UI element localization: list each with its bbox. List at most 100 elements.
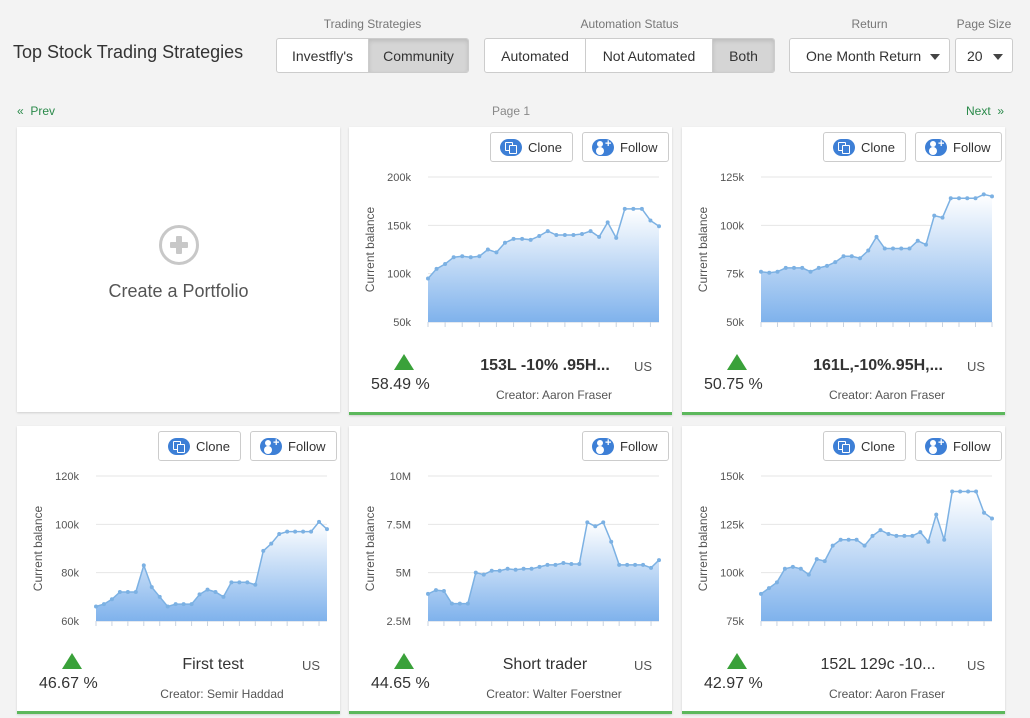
data-point[interactable] (934, 512, 939, 517)
data-point[interactable] (580, 232, 584, 237)
data-point[interactable] (457, 601, 462, 606)
data-point[interactable] (285, 529, 290, 534)
data-point[interactable] (189, 602, 194, 607)
clone-button[interactable]: Clone (158, 431, 241, 461)
data-point[interactable] (783, 265, 788, 270)
data-point[interactable] (981, 192, 986, 197)
data-point[interactable] (814, 557, 819, 562)
data-point[interactable] (301, 529, 306, 534)
page-size-select[interactable]: 20 (955, 38, 1013, 73)
data-point[interactable] (269, 541, 274, 546)
clone-button[interactable]: Clone (823, 431, 906, 461)
data-point[interactable] (899, 246, 904, 251)
data-point[interactable] (562, 233, 567, 237)
data-point[interactable] (94, 604, 98, 609)
data-point[interactable] (605, 220, 610, 225)
data-point[interactable] (806, 572, 811, 577)
data-point[interactable] (451, 255, 456, 260)
strategy-name[interactable]: Short trader (502, 656, 588, 673)
data-point[interactable] (990, 516, 994, 521)
data-point[interactable] (825, 263, 829, 268)
data-point[interactable] (633, 562, 638, 567)
data-point[interactable] (774, 580, 779, 585)
data-point[interactable] (426, 591, 430, 596)
data-point[interactable] (990, 194, 994, 199)
data-point[interactable] (117, 590, 122, 594)
data-point[interactable] (841, 254, 846, 259)
data-point[interactable] (808, 269, 813, 274)
next-link[interactable]: Next » (966, 104, 1004, 118)
create-portfolio-card[interactable]: Create a Portfolio (17, 127, 340, 412)
data-point[interactable] (942, 537, 947, 542)
data-point[interactable] (141, 563, 146, 568)
data-point[interactable] (537, 564, 542, 569)
data-point[interactable] (601, 520, 606, 525)
data-point[interactable] (790, 564, 795, 569)
data-point[interactable] (443, 262, 448, 266)
data-point[interactable] (441, 589, 446, 594)
data-point[interactable] (554, 233, 559, 237)
clone-button[interactable]: Clone (490, 132, 573, 162)
data-point[interactable] (477, 254, 482, 259)
follow-button[interactable]: Follow (915, 132, 1002, 162)
clone-button[interactable]: Clone (823, 132, 906, 162)
data-point[interactable] (874, 234, 879, 239)
data-point[interactable] (245, 580, 250, 585)
data-point[interactable] (588, 229, 593, 234)
data-point[interactable] (617, 562, 622, 567)
data-point[interactable] (553, 562, 558, 567)
follow-button[interactable]: Follow (582, 132, 669, 162)
data-point[interactable] (973, 196, 978, 201)
data-point[interactable] (465, 601, 470, 606)
data-point[interactable] (648, 218, 653, 223)
data-point[interactable] (529, 566, 534, 571)
data-point[interactable] (433, 588, 438, 593)
data-point[interactable] (631, 206, 636, 211)
data-point[interactable] (657, 558, 661, 563)
data-point[interactable] (449, 601, 454, 606)
follow-button[interactable]: Follow (582, 431, 669, 461)
data-point[interactable] (782, 566, 787, 571)
data-point[interactable] (958, 489, 963, 494)
data-point[interactable] (775, 269, 780, 274)
data-point[interactable] (569, 561, 574, 566)
data-point[interactable] (577, 561, 582, 566)
option-community[interactable]: Community (369, 39, 468, 72)
data-point[interactable] (460, 254, 465, 259)
data-point[interactable] (609, 539, 614, 544)
data-point[interactable] (325, 527, 329, 532)
data-point[interactable] (253, 582, 258, 587)
option-not-automated[interactable]: Not Automated (586, 39, 713, 72)
return-select[interactable]: One Month Return (789, 38, 950, 73)
data-point[interactable] (838, 537, 843, 542)
data-point[interactable] (125, 590, 130, 594)
data-point[interactable] (950, 489, 955, 494)
data-point[interactable] (157, 594, 162, 599)
data-point[interactable] (894, 533, 899, 538)
data-point[interactable] (957, 196, 961, 201)
data-point[interactable] (907, 246, 912, 251)
data-point[interactable] (886, 532, 891, 536)
data-point[interactable] (101, 602, 106, 607)
strategy-name[interactable]: First test (182, 656, 244, 673)
data-point[interactable] (585, 520, 590, 525)
data-point[interactable] (261, 548, 266, 553)
data-point[interactable] (537, 233, 542, 238)
strategy-name[interactable]: 152L 129c -10... (820, 656, 936, 673)
data-point[interactable] (854, 537, 859, 542)
data-point[interactable] (622, 206, 627, 211)
option-investflys[interactable]: Investfly's (277, 39, 369, 72)
data-point[interactable] (926, 539, 931, 544)
data-point[interactable] (473, 570, 478, 575)
data-point[interactable] (513, 567, 518, 572)
data-point[interactable] (497, 568, 502, 573)
data-point[interactable] (505, 566, 510, 571)
data-point[interactable] (767, 270, 772, 275)
data-point[interactable] (149, 585, 154, 590)
data-point[interactable] (849, 254, 854, 259)
follow-button[interactable]: Follow (915, 431, 1002, 461)
data-point[interactable] (545, 229, 550, 234)
data-point[interactable] (982, 510, 987, 515)
data-point[interactable] (317, 519, 322, 524)
data-point[interactable] (882, 246, 887, 251)
